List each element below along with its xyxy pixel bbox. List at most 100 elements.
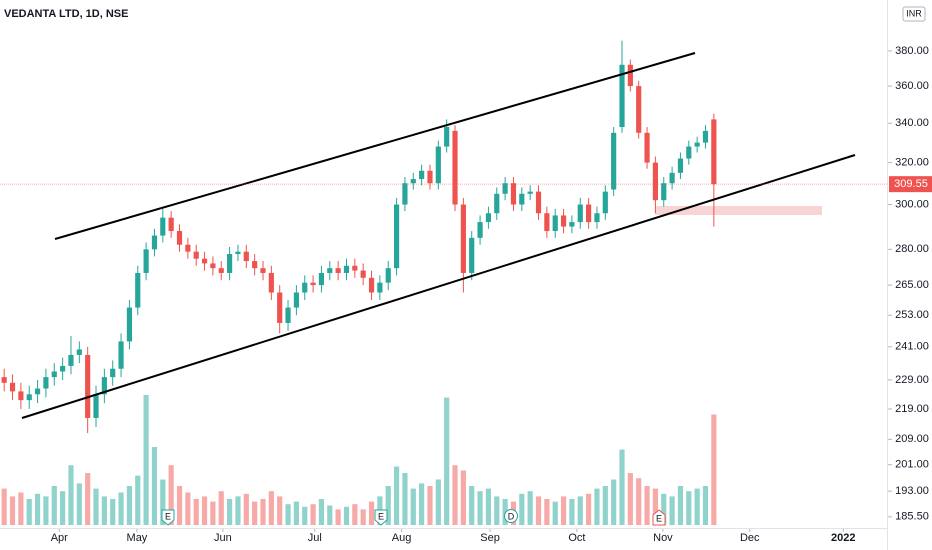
candle-body — [586, 204, 592, 223]
volume-bar — [686, 491, 692, 525]
candle-body — [410, 179, 416, 184]
volume-bar — [252, 501, 258, 525]
volume-bar — [636, 478, 642, 525]
event-badge — [374, 509, 388, 526]
volume-bar — [34, 493, 41, 525]
volume-bar — [168, 465, 174, 525]
y-tick-label: 193.00 — [895, 485, 929, 497]
volume-bar — [135, 475, 141, 525]
volume-bar — [469, 486, 475, 525]
volume-bar — [9, 496, 16, 525]
volume-bar — [210, 501, 216, 525]
candle-body — [360, 270, 366, 278]
candle-body — [235, 251, 241, 254]
candle-body — [352, 265, 358, 271]
x-tick-label: May — [127, 532, 148, 544]
candle-body — [260, 268, 266, 273]
volume-bar — [627, 473, 633, 525]
volume-bar — [126, 486, 132, 525]
volume-bar — [560, 496, 567, 525]
last-price-box — [889, 176, 932, 193]
candle-body — [185, 244, 191, 252]
volume-bar — [60, 491, 66, 525]
candle-body — [293, 292, 299, 308]
volume-bar — [661, 493, 667, 525]
candle-body — [652, 162, 658, 201]
candle-body — [160, 217, 166, 236]
y-tick-label: 265.00 — [895, 279, 929, 291]
candle-body — [661, 183, 667, 201]
candle-body — [385, 268, 391, 283]
x-tick-label: Jun — [214, 532, 232, 544]
y-tick-label: 241.00 — [895, 341, 929, 353]
candle-body — [310, 282, 316, 286]
candle-body — [176, 231, 183, 245]
candle-body — [477, 222, 483, 238]
volume-bar — [527, 491, 533, 525]
candle-body — [118, 341, 124, 369]
volume-bar — [577, 496, 583, 525]
volume-bar — [185, 492, 191, 525]
volume-bar — [343, 506, 350, 525]
volume-bar — [519, 493, 525, 525]
candle-body — [544, 213, 550, 232]
volume-bar — [535, 496, 542, 525]
candle-body — [368, 277, 375, 293]
y-tick-label: 300.00 — [895, 198, 929, 210]
x-tick-label: Aug — [392, 532, 412, 544]
candle-body — [243, 251, 249, 262]
volume-bar — [644, 486, 650, 525]
candle-body — [460, 204, 466, 273]
x-tick-label: Apr — [51, 532, 68, 544]
volume-bar — [385, 486, 391, 525]
candle-body — [85, 354, 91, 418]
volume-bar — [310, 504, 316, 525]
volume-bar — [368, 501, 375, 525]
candle-body — [619, 64, 625, 128]
candle-body — [527, 191, 533, 194]
candle-body — [636, 86, 642, 133]
volume-bar — [602, 486, 608, 525]
candle-body — [168, 217, 174, 232]
event-label: D — [508, 511, 515, 521]
volume-bar — [402, 473, 408, 525]
volume-bar — [1, 488, 7, 525]
volume-bar — [427, 486, 433, 525]
volume-bar — [444, 397, 450, 525]
volume-bar — [327, 505, 333, 525]
demand-zone — [655, 206, 822, 215]
candle-body — [535, 191, 542, 214]
volume-bar — [193, 499, 199, 525]
candle-body — [18, 391, 24, 401]
event-badge — [161, 509, 175, 526]
volume-bar — [151, 447, 158, 525]
candle-body — [318, 272, 325, 286]
event-label: E — [656, 513, 662, 523]
candle-body — [34, 388, 41, 395]
event-label: E — [378, 511, 384, 521]
volume-layer — [1, 395, 717, 525]
candle-body — [502, 183, 508, 194]
candle-body — [68, 354, 74, 366]
candle-body — [444, 127, 450, 147]
volume-bar — [694, 488, 700, 525]
candle-body — [335, 268, 341, 273]
candle-body — [711, 119, 717, 185]
candle-body — [611, 132, 617, 190]
volume-bar — [227, 499, 233, 525]
candle-body — [602, 191, 608, 214]
candle-body — [60, 365, 66, 372]
candle-body — [51, 371, 57, 378]
candle-body — [377, 282, 383, 293]
volume-bar — [293, 501, 299, 525]
volume-bar — [619, 449, 625, 525]
volume-bar — [419, 483, 425, 525]
x-tick-label: Nov — [653, 532, 673, 544]
candle-body — [419, 170, 425, 180]
axes-layer: 185.50 193.00 201.00 209.00 219.00 229.00 241.… — [0, 45, 932, 544]
volume-bar — [218, 491, 224, 525]
volume-bar — [235, 496, 241, 525]
candle-body — [519, 193, 525, 205]
